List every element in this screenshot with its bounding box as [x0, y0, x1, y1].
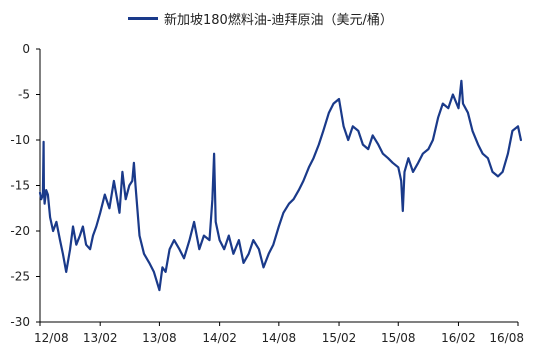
series-line	[38, 79, 523, 292]
y-tick-label: -10	[10, 133, 30, 147]
y-tick-label: -20	[10, 224, 30, 238]
x-tick-label: 16/08	[489, 331, 524, 345]
y-tick-label: -30	[10, 315, 30, 329]
y-tick-label: -5	[18, 88, 30, 102]
y-tick-label: -15	[10, 179, 30, 193]
x-tick-label: 16/02	[441, 331, 476, 345]
x-tick-label: 15/08	[381, 331, 416, 345]
legend-swatch	[128, 16, 158, 20]
legend: 新加坡180燃料油-迪拜原油（美元/桶）	[128, 8, 393, 28]
x-tick-label: 14/08	[262, 331, 297, 345]
y-tick-label: 0	[22, 42, 30, 56]
x-tick-label: 12/08	[34, 331, 69, 345]
x-tick-label: 13/02	[83, 331, 118, 345]
x-tick-label: 14/02	[202, 331, 237, 345]
x-tick-label: 13/08	[142, 331, 177, 345]
y-tick-label: -25	[10, 270, 30, 284]
legend-label: 新加坡180燃料油-迪拜原油（美元/桶）	[164, 12, 393, 28]
x-tick-label: 15/02	[322, 331, 357, 345]
